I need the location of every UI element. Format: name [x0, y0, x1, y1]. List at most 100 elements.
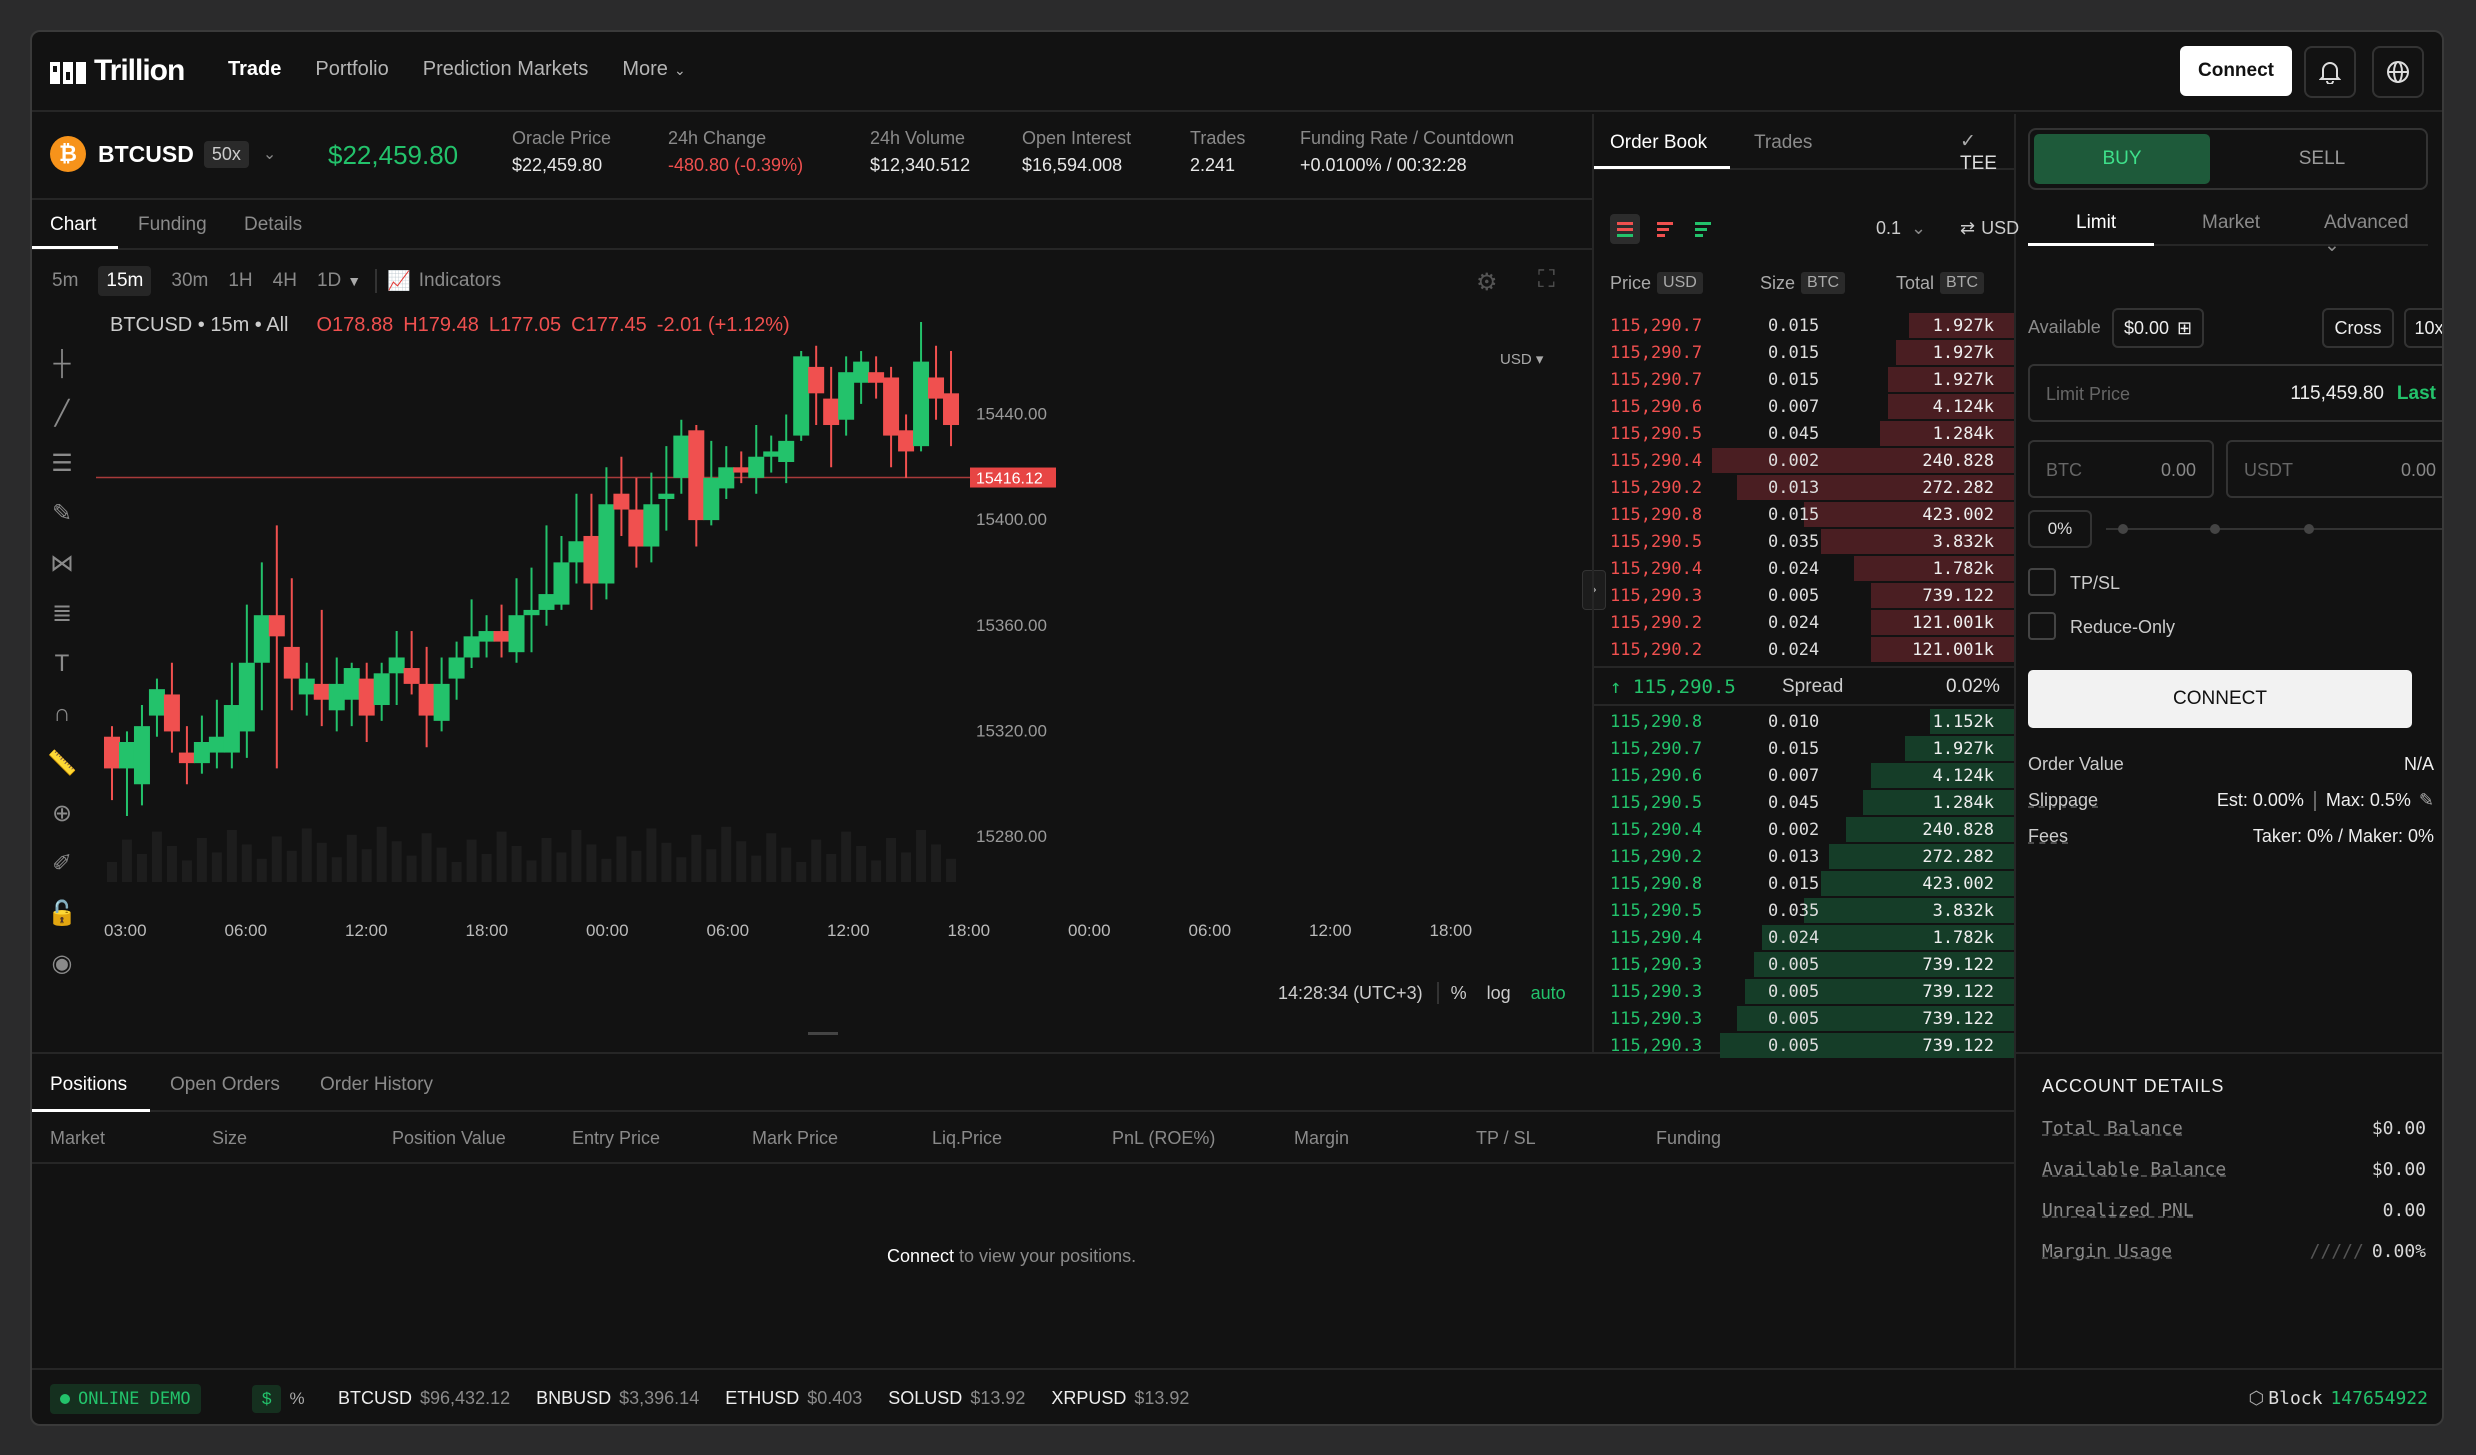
margin-mode-button[interactable]: Cross — [2322, 308, 2394, 348]
bids-only-icon[interactable] — [1688, 214, 1718, 244]
percent-scale-toggle[interactable]: % — [1450, 982, 1467, 1003]
ask-row[interactable]: 115,290.5 0.045 1.284k — [1594, 420, 2014, 447]
ticker-symbol[interactable]: BTCUSD — [338, 1388, 413, 1408]
ticker-symbol[interactable]: SOLUSD — [888, 1388, 963, 1408]
ask-row[interactable]: 115,290.6 0.007 4.124k — [1594, 393, 2014, 420]
slippage-label[interactable]: Slippage — [2028, 790, 2099, 810]
timeframe-30m[interactable]: 30m — [171, 270, 209, 291]
timeframe-5m[interactable]: 5m — [52, 270, 79, 291]
ask-row[interactable]: 115,290.4 0.024 1.782k — [1594, 555, 2014, 582]
tab-advanced[interactable]: Advanced ⌄ — [2324, 212, 2409, 256]
ruler-icon[interactable]: 📏 — [47, 750, 77, 777]
account-row-label[interactable]: Unrealized PNL — [2042, 1200, 2194, 1221]
ask-row[interactable]: 115,290.7 0.015 1.927k — [1594, 312, 2014, 339]
timeframe-1h[interactable]: 1H — [228, 270, 253, 291]
tab-limit[interactable]: Limit — [2076, 212, 2117, 233]
tab-details[interactable]: Details — [244, 214, 303, 235]
tab-trades[interactable]: Trades — [1754, 132, 1813, 153]
currency-select[interactable]: USD ▾ — [1500, 351, 1544, 368]
ask-row[interactable]: 115,290.5 0.035 3.832k — [1594, 528, 2014, 555]
eye-icon[interactable]: ◉ — [51, 950, 73, 977]
ticker-symbol[interactable]: XRPUSD — [1051, 1388, 1127, 1408]
nav-trade[interactable]: Trade — [228, 58, 282, 80]
limit-price-input[interactable]: Limit Price 115,459.80 Last — [2028, 364, 2442, 422]
tab-order-book[interactable]: Order Book — [1610, 132, 1708, 153]
chevron-down-icon[interactable]: ▼ — [347, 273, 362, 289]
zoom-in-icon[interactable]: ⊕ — [51, 800, 73, 827]
tab-chart[interactable]: Chart — [50, 214, 97, 235]
log-scale-toggle[interactable]: log — [1486, 982, 1511, 1003]
sell-button[interactable]: SELL — [2298, 148, 2346, 169]
text-icon[interactable]: T — [54, 650, 70, 677]
trendline-icon[interactable]: ╱ — [54, 400, 70, 427]
nav-more[interactable]: More ⌄ — [622, 58, 685, 81]
tab-market[interactable]: Market — [2202, 212, 2261, 233]
fullscreen-icon[interactable]: ⛶ — [1538, 266, 1555, 293]
bid-row[interactable]: 115,290.6 0.007 4.124k — [1594, 762, 2014, 789]
ask-row[interactable]: 115,290.4 0.002 240.828 — [1594, 447, 2014, 474]
bid-row[interactable]: 115,290.3 0.005 739.122 — [1594, 1005, 2014, 1032]
ticker-symbol[interactable]: BNBUSD — [536, 1388, 612, 1408]
bid-row[interactable]: 115,290.3 0.005 739.122 — [1594, 1032, 2014, 1059]
edit-icon[interactable]: ✎ — [2418, 790, 2434, 810]
reduce-only-checkbox[interactable] — [2028, 612, 2056, 640]
leverage-button[interactable]: 10x — [2404, 308, 2442, 348]
settings-gear-icon[interactable]: ⚙ — [1476, 269, 1498, 296]
lock-icon[interactable]: 🔓 — [47, 900, 77, 927]
currency-toggle[interactable]: ⇄ USD — [1960, 218, 2019, 239]
tab-funding[interactable]: Funding — [138, 214, 207, 235]
resize-handle[interactable] — [808, 1032, 838, 1035]
ticker-symbol[interactable]: ETHUSD — [725, 1388, 800, 1408]
fees-label[interactable]: Fees — [2028, 826, 2069, 846]
ask-row[interactable]: 115,290.8 0.015 423.002 — [1594, 501, 2014, 528]
language-button[interactable] — [2372, 46, 2424, 98]
magnet-icon[interactable]: ∩ — [53, 700, 71, 727]
buy-button[interactable]: BUY — [2034, 134, 2210, 184]
toggle-percent[interactable]: % — [289, 1389, 305, 1408]
tick-size-select[interactable]: 0.1 ⌄ — [1876, 218, 1926, 239]
nav-prediction-markets[interactable]: Prediction Markets — [422, 58, 589, 80]
brand-logo[interactable]: Trillion — [50, 54, 185, 88]
market-selector[interactable]: ₿ BTCUSD 50x ⌄ — [50, 136, 276, 172]
tee-badge[interactable]: ✓ TEE — [1960, 130, 2014, 175]
bid-row[interactable]: 115,290.2 0.013 272.282 — [1594, 843, 2014, 870]
ask-row[interactable]: 115,290.2 0.024 121.001k — [1594, 636, 2014, 663]
fib-icon[interactable]: ≣ — [51, 600, 73, 627]
crosshair-icon[interactable]: ┼ — [53, 350, 71, 377]
connect-button[interactable]: Connect — [2180, 46, 2292, 96]
tab-order-history[interactable]: Order History — [320, 1074, 433, 1095]
bid-row[interactable]: 115,290.4 0.002 240.828 — [1594, 816, 2014, 843]
bid-row[interactable]: 115,290.5 0.035 3.832k — [1594, 897, 2014, 924]
ask-row[interactable]: 115,290.2 0.013 272.282 — [1594, 474, 2014, 501]
tpsl-checkbox[interactable] — [2028, 568, 2056, 596]
bid-row[interactable]: 115,290.5 0.045 1.284k — [1594, 789, 2014, 816]
tab-open-orders[interactable]: Open Orders — [170, 1074, 280, 1095]
pattern-icon[interactable]: ⋈ — [50, 550, 74, 577]
bid-row[interactable]: 115,290.3 0.005 739.122 — [1594, 978, 2014, 1005]
horizontal-lines-icon[interactable]: ☰ — [51, 450, 73, 477]
percent-input[interactable]: 0% — [2028, 510, 2092, 548]
view-both-button[interactable] — [1610, 214, 1640, 244]
account-row-label[interactable]: Available Balance — [2042, 1159, 2227, 1180]
notifications-button[interactable] — [2304, 46, 2356, 98]
nav-portfolio[interactable]: Portfolio — [315, 58, 389, 80]
indicators-button[interactable]: Indicators — [418, 270, 502, 291]
size-slider[interactable] — [2106, 528, 2442, 530]
account-row-label[interactable]: Total Balance — [2042, 1118, 2183, 1139]
toggle-dollar[interactable]: $ — [252, 1385, 282, 1413]
connect-link[interactable]: Connect — [887, 1246, 955, 1266]
usdt-amount-input[interactable]: USDT 0.00 — [2226, 440, 2442, 498]
connect-wallet-button[interactable]: CONNECT — [2028, 670, 2412, 728]
bid-row[interactable]: 115,290.4 0.024 1.782k — [1594, 924, 2014, 951]
btc-amount-input[interactable]: BTC 0.00 — [2028, 440, 2214, 498]
pencil-lock-icon[interactable]: ✐ — [51, 850, 73, 877]
auto-scale-toggle[interactable]: auto — [1530, 982, 1566, 1003]
ask-row[interactable]: 115,290.7 0.015 1.927k — [1594, 339, 2014, 366]
quote-toggle[interactable]: $% — [252, 1384, 313, 1414]
ask-row[interactable]: 115,290.3 0.005 739.122 — [1594, 582, 2014, 609]
account-row-label[interactable]: Margin Usage — [2042, 1241, 2173, 1262]
brush-icon[interactable]: ✎ — [51, 500, 73, 527]
last-price-button[interactable]: Last — [2396, 383, 2436, 404]
bid-row[interactable]: 115,290.7 0.015 1.927k — [1594, 735, 2014, 762]
bid-row[interactable]: 115,290.8 0.010 1.152k — [1594, 708, 2014, 735]
